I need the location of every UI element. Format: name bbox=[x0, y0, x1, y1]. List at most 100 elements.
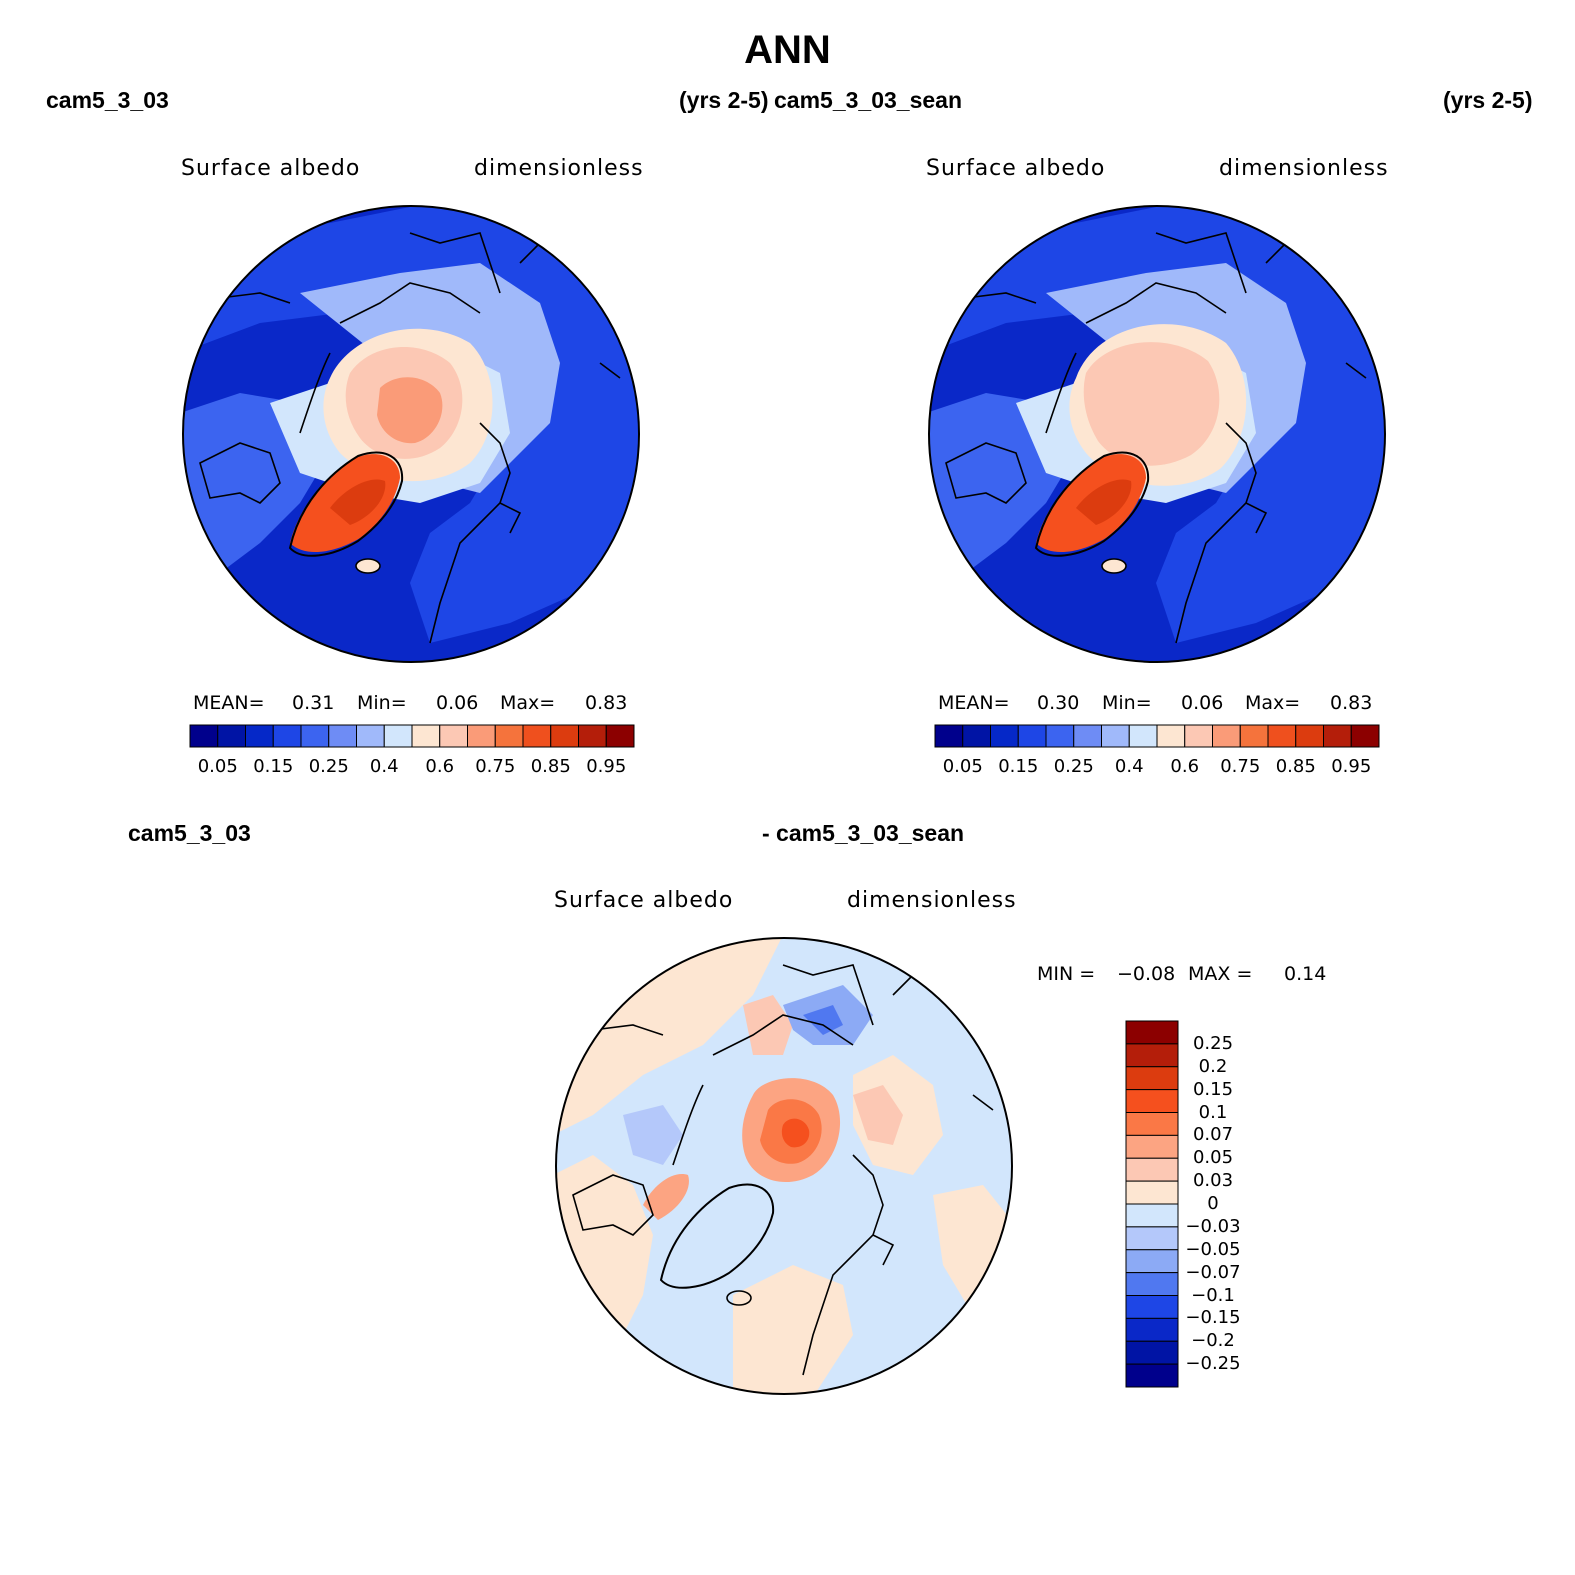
panel-1-max-value: 0.83 bbox=[585, 692, 628, 714]
panel-2-mean-value: 0.30 bbox=[1037, 692, 1080, 714]
colorbar-swatch bbox=[934, 724, 964, 748]
positive-arctic-peak bbox=[781, 1118, 810, 1148]
coastline bbox=[299, 282, 481, 434]
panel-2-max-value: 0.83 bbox=[1330, 692, 1373, 714]
panel-1-min-value: 0.06 bbox=[436, 692, 479, 714]
colorbar-swatch bbox=[1125, 1020, 1179, 1045]
colorbar-swatch bbox=[300, 724, 330, 748]
colorbar-swatch bbox=[1125, 1295, 1179, 1319]
positive-region bbox=[733, 1265, 853, 1394]
panel-2-colorbar bbox=[934, 724, 1380, 748]
colorbar-tick-label: −0.05 bbox=[1185, 1238, 1241, 1260]
colorbar-swatch bbox=[990, 724, 1019, 748]
panel-1-colorbar bbox=[189, 724, 635, 748]
coastline bbox=[1045, 282, 1227, 434]
colorbar-tick-label: 0.25 bbox=[308, 756, 349, 777]
colorbar-tick-label: 0.75 bbox=[1220, 756, 1261, 777]
colorbar-swatch bbox=[962, 724, 991, 748]
colorbar-swatch bbox=[494, 724, 524, 748]
colorbar-tick-label: −0.07 bbox=[1185, 1261, 1241, 1283]
colorbar-tick-label: 0.95 bbox=[586, 756, 627, 777]
coastline bbox=[672, 1014, 854, 1166]
figure-title: ANN bbox=[744, 28, 831, 72]
colorbar-swatch bbox=[1267, 724, 1297, 748]
coastline bbox=[1034, 451, 1150, 557]
colorbar-swatch bbox=[1017, 724, 1047, 748]
colorbar-tick-label: 0 bbox=[1207, 1193, 1219, 1214]
colorbar-tick-label: 0.03 bbox=[1192, 1170, 1234, 1192]
colorbar-swatch bbox=[328, 724, 357, 748]
positive-region bbox=[853, 1085, 903, 1145]
colorbar-swatch bbox=[1073, 724, 1102, 748]
sea-ice-high bbox=[377, 377, 443, 444]
panel-1-colorbar-ticks: 0.05 0.15 0.25 0.4 0.6 0.75 0.85 0.95 bbox=[189, 756, 635, 780]
colorbar-tick-label: 0.6 bbox=[1170, 756, 1200, 777]
colorbar-swatch bbox=[356, 724, 385, 748]
panel-2-max-label: Max= bbox=[1245, 692, 1301, 714]
colorbar-tick-label: 0.85 bbox=[1275, 756, 1316, 777]
panel-1-max-label: Max= bbox=[500, 692, 556, 714]
panel-2-min-value: 0.06 bbox=[1181, 692, 1224, 714]
colorbar-swatch bbox=[1125, 1112, 1179, 1136]
colorbar-tick-label: −0.1 bbox=[1191, 1284, 1235, 1306]
panel-1-polar-map bbox=[182, 205, 640, 663]
negative-region bbox=[803, 1005, 843, 1035]
panel-1-variable: Surface albedo bbox=[181, 156, 361, 181]
colorbar-tick-label: 0.4 bbox=[1114, 756, 1144, 777]
coastline bbox=[199, 442, 281, 504]
colorbar-swatch bbox=[1125, 1157, 1179, 1182]
panel-2-variable: Surface albedo bbox=[926, 156, 1106, 181]
colorbar-swatch bbox=[1125, 1272, 1179, 1296]
coastline bbox=[288, 451, 404, 557]
panel-1-mean-label: MEAN= bbox=[193, 692, 265, 714]
colorbar-tick-label: 0.75 bbox=[475, 756, 516, 777]
colorbar-tick-label: 0.15 bbox=[1192, 1078, 1234, 1100]
colorbar-tick-label: 0.4 bbox=[369, 756, 399, 777]
greenland-top-field bbox=[330, 479, 386, 525]
top-right-years-label: (yrs 2-5) bbox=[1443, 87, 1533, 113]
diff-min-label: MIN = bbox=[1037, 963, 1096, 985]
coastline bbox=[945, 442, 1027, 504]
panel-2-mean-label: MEAN= bbox=[938, 692, 1010, 714]
panel-1-min-label: Min= bbox=[357, 692, 407, 714]
panel-1-mean-value: 0.31 bbox=[292, 692, 335, 714]
colorbar-tick-label: −0.15 bbox=[1185, 1307, 1241, 1329]
panel-2-min-label: Min= bbox=[1102, 692, 1152, 714]
colorbar-tick-label: 0.15 bbox=[998, 756, 1039, 777]
colorbar-swatch bbox=[245, 724, 274, 748]
colorbar-swatch bbox=[1184, 724, 1213, 748]
colorbar-swatch bbox=[1125, 1249, 1179, 1274]
colorbar-tick-label: 0.07 bbox=[1192, 1124, 1234, 1146]
coastline bbox=[429, 422, 522, 644]
colorbar-swatch bbox=[1125, 1340, 1179, 1365]
diff-polar-map bbox=[555, 937, 1013, 1395]
colorbar-tick-label: 0.15 bbox=[253, 756, 294, 777]
colorbar-swatch bbox=[1239, 724, 1269, 748]
colorbar-tick-label: 0.2 bbox=[1198, 1055, 1228, 1077]
colorbar-swatch bbox=[1125, 1363, 1179, 1388]
colorbar-swatch bbox=[467, 724, 496, 748]
diff-max-label: MAX = bbox=[1188, 963, 1253, 985]
colorbar-swatch bbox=[1125, 1226, 1179, 1251]
panel-2-colorbar-ticks: 0.05 0.15 0.25 0.4 0.6 0.75 0.85 0.95 bbox=[934, 756, 1380, 780]
top-right-case-label: cam5_3_03_sean bbox=[774, 87, 962, 113]
diff-min-value: −0.08 bbox=[1117, 963, 1176, 985]
panel-2-polar-map bbox=[928, 205, 1386, 663]
diff-colorbar-ticks: 0.25 0.2 0.15 0.1 0.07 0.05 0.03 0 −0.03 −0.05 −0.… bbox=[1180, 1020, 1270, 1388]
negative-region bbox=[623, 1105, 683, 1165]
panel-1-units: dimensionless bbox=[474, 156, 644, 181]
colorbar-swatch bbox=[1125, 1317, 1179, 1342]
diff-max-value: 0.14 bbox=[1284, 963, 1327, 985]
colorbar-tick-label: 0.95 bbox=[1331, 756, 1372, 777]
iceland-outline bbox=[355, 558, 381, 574]
top-left-years-label: (yrs 2-5) bbox=[679, 87, 769, 113]
colorbar-swatch bbox=[1125, 1066, 1179, 1091]
diff-left-case-label: cam5_3_03 bbox=[128, 820, 251, 846]
coastline bbox=[1175, 422, 1268, 644]
coastline bbox=[802, 1154, 895, 1376]
sea-ice-mid bbox=[1083, 342, 1220, 466]
coastline bbox=[782, 964, 914, 1026]
colorbar-swatch bbox=[1101, 724, 1130, 748]
colorbar-swatch bbox=[189, 724, 219, 748]
colorbar-swatch bbox=[1125, 1043, 1179, 1068]
